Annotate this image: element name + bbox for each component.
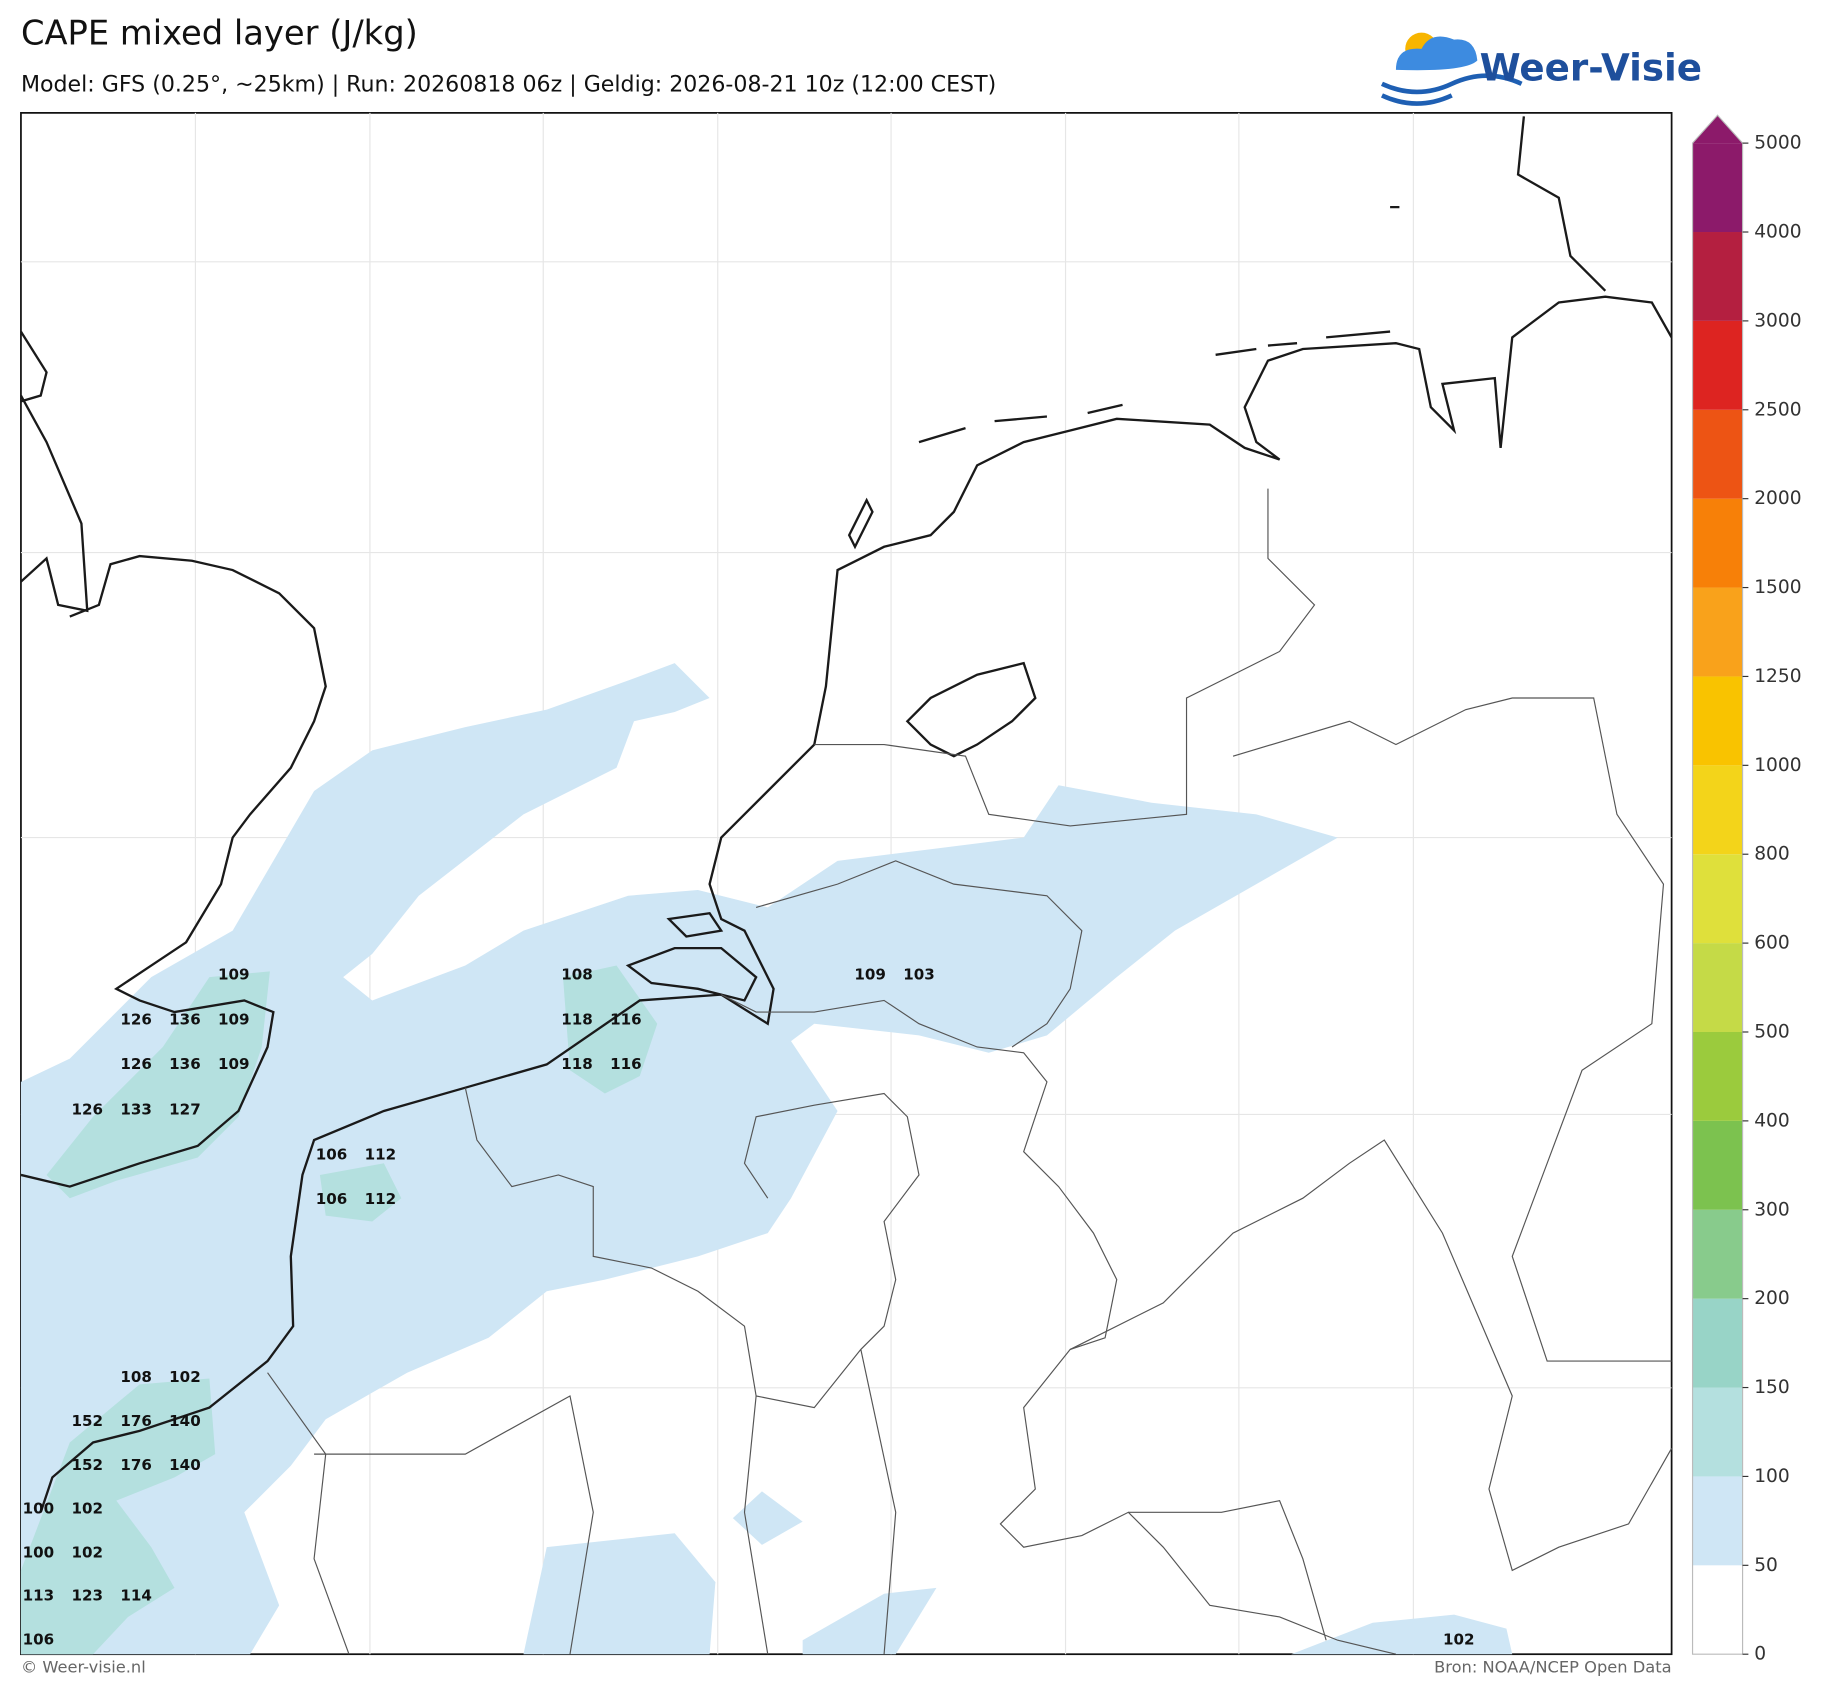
colorbar-tick-label: 1500 [1754,577,1801,598]
value-label: 102 [1443,1631,1475,1649]
colorbar-bin [1692,676,1743,766]
value-label: 113 [23,1587,55,1605]
colorbar-tick-label: 500 [1754,1021,1790,1042]
logo-text: Weer-Visie [1480,45,1702,89]
borders [267,488,1673,1655]
colorbar-bin [1692,409,1743,499]
colorbar-tick-label: 0 [1754,1644,1766,1665]
value-label: 126 [120,1055,152,1073]
colorbar: 0 50 100 150 200 300 400 500 600 800 1000 1250 1500 2… [1691,114,1802,1665]
value-label: 109 [854,965,886,983]
colorbar-tick-label: 2500 [1754,399,1801,420]
value-label: 133 [120,1100,152,1118]
coastlines [19,116,1673,1513]
value-label: 109 [218,1011,250,1029]
value-label: 176 [120,1456,152,1474]
colorbar-bin [1692,1565,1743,1655]
colorbar-tick-label: 1250 [1754,666,1801,687]
map [19,112,1673,1656]
value-label: 100 [23,1499,55,1517]
value-label: 116 [610,1055,642,1073]
title: CAPE mixed layer (J/kg) [21,13,418,52]
footer-left: © Weer-visie.nl [21,1658,146,1677]
value-label: 102 [71,1499,103,1517]
colorbar-tick-label: 400 [1754,1110,1790,1131]
colorbar-tick-label: 4000 [1754,222,1801,243]
value-label: 102 [169,1368,201,1386]
value-label: 106 [316,1146,348,1164]
colorbar-bin [1692,1031,1743,1121]
value-label: 112 [365,1190,397,1208]
colorbar-tick-label: 3000 [1754,310,1801,331]
value-label: 118 [561,1011,593,1029]
colorbar-tick-label: 50 [1754,1555,1778,1576]
colorbar-bin [1692,1476,1743,1566]
subtitle: Model: GFS (0.25°, ~25km) | Run: 2026081… [21,71,996,97]
colorbar-tick-label: 800 [1754,844,1790,865]
colorbar-frame [1691,114,1744,1655]
value-label: 116 [610,1011,642,1029]
colorbar-tick-label: 100 [1754,1466,1790,1487]
value-label: 152 [71,1412,103,1430]
logo: Weer-Visie [1380,32,1702,106]
colorbar-bin [1692,498,1743,588]
value-label: 102 [71,1544,103,1562]
value-label: 126 [71,1100,103,1118]
value-label: 103 [903,965,935,983]
value-label: 140 [169,1456,201,1474]
colorbar-bin [1692,232,1743,321]
value-label: 106 [316,1190,348,1208]
shading-100 [20,965,658,1655]
colorbar-tick-label: 600 [1754,933,1790,954]
colorbar-tick-label: 300 [1754,1199,1790,1220]
colorbar-bin [1692,1209,1743,1299]
colorbar-bin [1692,320,1743,410]
value-label: 176 [120,1412,152,1430]
colorbar-bin [1692,854,1743,944]
value-labels: 109 126 136 109 126 136 109 126 133 127 108 118 116 1… [23,965,1475,1648]
value-label: 126 [120,1011,152,1029]
value-label: 108 [561,965,593,983]
colorbar-bin [1692,1120,1743,1210]
colorbar-bin [1692,1298,1743,1388]
value-label: 109 [218,1055,250,1073]
value-label: 100 [23,1544,55,1562]
colorbar-tick-label: 2000 [1754,488,1801,509]
value-label: 152 [71,1456,103,1474]
colorbar-tick-label: 200 [1754,1288,1790,1309]
value-label: 136 [169,1055,201,1073]
value-label: 114 [120,1587,152,1605]
colorbar-tick-label: 1000 [1754,755,1801,776]
value-label: 118 [561,1055,593,1073]
colorbar-bin [1692,943,1743,1032]
colorbar-bin [1692,143,1743,233]
footer-right: Bron: NOAA/NCEP Open Data [1434,1658,1672,1677]
value-label: 123 [71,1587,103,1605]
colorbar-bin [1692,1387,1743,1477]
colorbar-tick-label: 5000 [1754,133,1801,154]
value-label: 108 [120,1368,152,1386]
value-label: 140 [169,1412,201,1430]
value-label: 136 [169,1011,201,1029]
value-label: 112 [365,1146,397,1164]
colorbar-extend [1692,115,1743,144]
value-label: 127 [169,1100,201,1118]
colorbar-tick-label: 150 [1754,1377,1790,1398]
value-label: 106 [23,1631,55,1649]
shading [20,663,1513,1655]
colorbar-bin [1692,765,1743,855]
colorbar-bin [1692,587,1743,677]
value-label: 109 [218,965,250,983]
